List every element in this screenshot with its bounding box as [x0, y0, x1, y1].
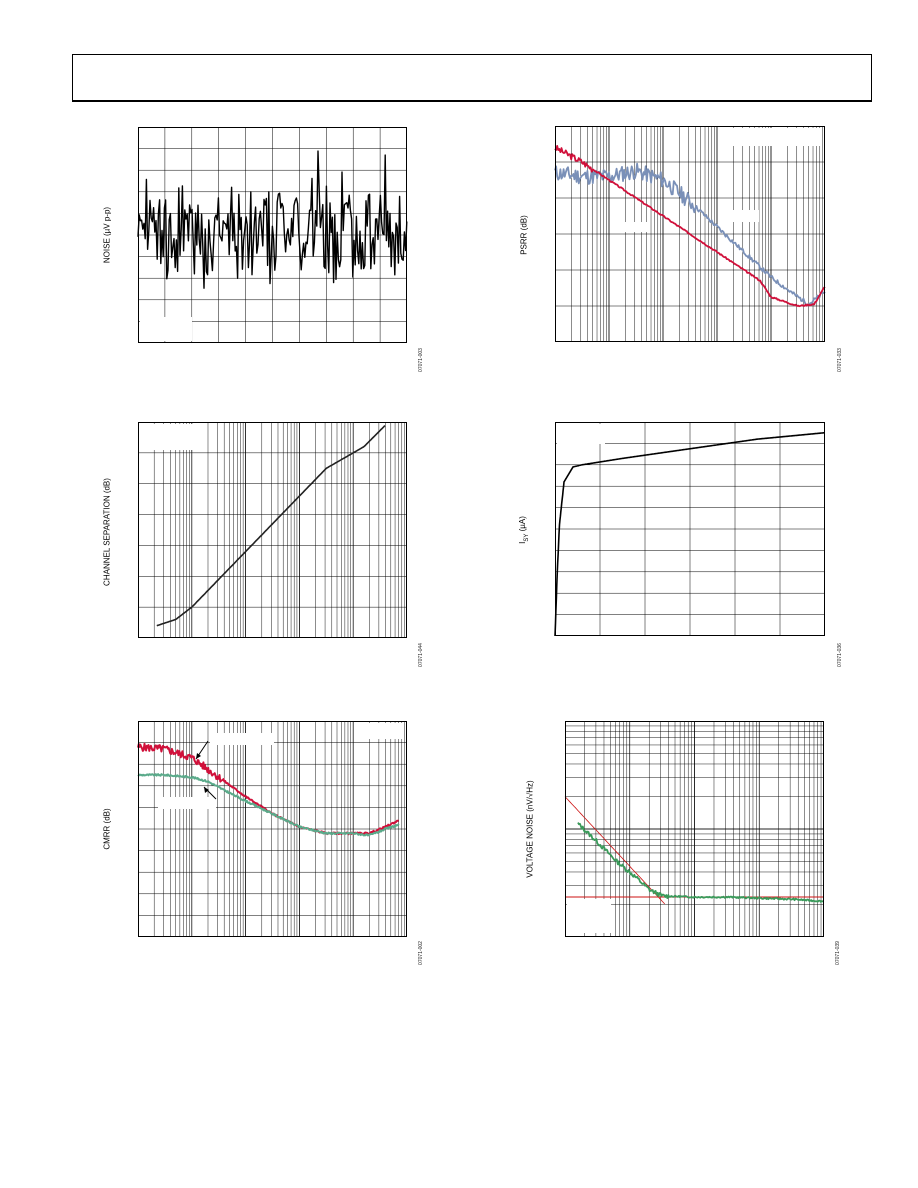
- noise-figure-id: 07071-003: [418, 348, 424, 372]
- isy-symbol: I: [518, 541, 528, 544]
- plot-frame-top: [138, 721, 407, 937]
- voltage-noise-plot-area: [564, 721, 824, 937]
- cmrr-arrowhead-upper: [196, 753, 201, 759]
- plot-frame-top: [138, 127, 407, 343]
- noise-chart: [137, 127, 408, 343]
- voltage-noise-legend-box: [567, 899, 611, 933]
- channel-separation-legend-box: [140, 424, 202, 450]
- cmrr-y-axis-label: CMRR (dB): [102, 808, 112, 850]
- psrr-y-axis-label: PSRR (dB): [519, 215, 529, 255]
- plot-frame-top: [565, 721, 824, 937]
- cmrr-label-box-lower: [158, 797, 216, 809]
- cmrr-label-box-upper: [210, 733, 274, 745]
- noise-legend-box: [140, 317, 192, 341]
- noise-y-axis-label: NOISE (µV p-p): [102, 206, 112, 264]
- isy-unit: (µA): [518, 516, 528, 534]
- supply-current-chart: [554, 422, 826, 637]
- channel-separation-plot-area: [138, 422, 407, 638]
- page-header-box: [72, 54, 872, 102]
- cmrr-arrowhead-lower: [204, 787, 209, 793]
- plot-frame-top: [555, 126, 825, 342]
- psrr-label-box-upper: [727, 210, 759, 222]
- voltage-noise-chart: [564, 721, 824, 937]
- cmrr-chart: [137, 721, 407, 937]
- psrr-label-box-lower: [617, 222, 647, 232]
- noise-trace: [137, 150, 408, 289]
- psrr-figure-id: 07071-033: [837, 348, 843, 372]
- voltage-noise-measured: [577, 822, 824, 903]
- supply-current-plot-area: [554, 422, 826, 637]
- isy-subscript: SY: [523, 533, 530, 542]
- channel-separation-curve: [156, 425, 386, 627]
- psrr-plot-area: [554, 126, 826, 342]
- cmrr-figure-id: 07071-002: [418, 941, 424, 965]
- cmrr-series-green: [137, 773, 400, 837]
- plot-frame-top: [138, 422, 407, 638]
- plot-frame-top: [555, 422, 825, 636]
- psrr-legend-box: [727, 128, 821, 146]
- psrr-chart: [554, 126, 826, 342]
- supply-current-legend-box: [557, 424, 605, 444]
- voltage-noise-y-axis-label: VOLTAGE NOISE (nV/√Hz): [525, 780, 535, 878]
- supply-current-figure-id: 07071-036: [837, 643, 843, 667]
- voltage-noise-1f-asymptote: [564, 796, 665, 905]
- supply-current-curve: [554, 431, 826, 637]
- psrr-series-red: [554, 145, 826, 308]
- channel-separation-chart: [138, 422, 407, 638]
- supply-current-y-axis-label: ISY (µA): [518, 516, 530, 544]
- cmrr-legend-box: [368, 723, 404, 739]
- voltage-noise-figure-id: 07071-039: [835, 941, 841, 965]
- channel-separation-y-axis-label: CHANNEL SEPARATION (dB): [102, 478, 112, 586]
- noise-plot-area: [137, 127, 408, 343]
- plot-frame: [138, 422, 407, 638]
- channel-separation-figure-id: 07071-044: [418, 643, 424, 667]
- cmrr-plot-area: [137, 721, 407, 937]
